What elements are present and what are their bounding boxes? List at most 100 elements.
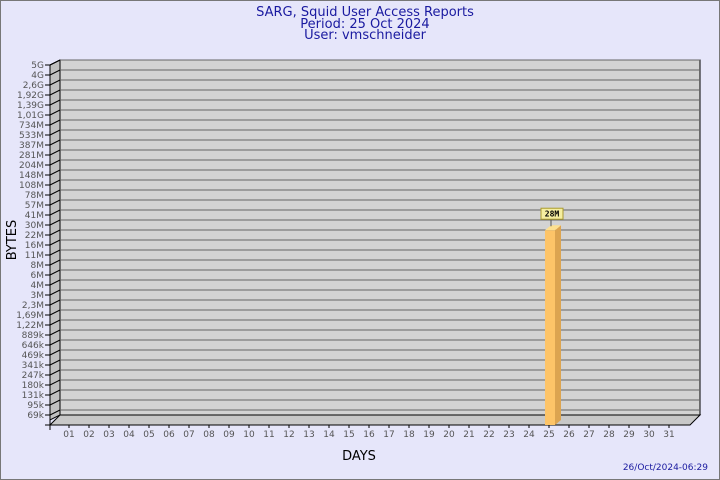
y-tick-diag xyxy=(49,79,61,86)
y-tick-diag xyxy=(49,299,61,306)
y-tick-label: 131k xyxy=(22,391,45,401)
y-tick-label: 108M xyxy=(19,181,44,191)
y-tick-label: 57M xyxy=(25,201,44,211)
x-tick-label: 14 xyxy=(323,430,335,440)
title-line-1: SARG, Squid User Access Reports xyxy=(256,5,474,20)
x-tick-label: 24 xyxy=(523,430,535,440)
y-tick-label: 2,3M xyxy=(22,301,44,311)
x-tick-label: 09 xyxy=(223,430,235,440)
x-tick-label: 11 xyxy=(263,430,274,440)
y-tick-diag xyxy=(49,99,61,106)
y-tick-diag xyxy=(49,169,61,176)
x-tick-label: 17 xyxy=(383,430,394,440)
y-tick-label: 4M xyxy=(31,281,45,291)
y-tick-label: 646k xyxy=(22,341,45,351)
x-tick-label: 28 xyxy=(603,430,615,440)
y-tick-label: 1,01G xyxy=(17,111,44,121)
y-tick-diag xyxy=(49,229,61,236)
y-tick-diag xyxy=(49,199,61,206)
y-tick-label: 1,22M xyxy=(16,321,44,331)
y-tick-diag xyxy=(49,279,61,286)
y-tick-label: 11M xyxy=(25,251,44,261)
data-label-box xyxy=(540,207,564,220)
y-tick-label: 387M xyxy=(19,141,44,151)
y-tick-label: 2,6G xyxy=(23,81,44,91)
y-tick-diag xyxy=(49,379,61,386)
x-tick-label: 03 xyxy=(103,430,114,440)
x-axis-label: DAYS xyxy=(342,449,376,464)
y-tick-label: 69k xyxy=(27,411,44,421)
y-tick-diag xyxy=(49,259,61,266)
y-tick-diag xyxy=(49,109,61,116)
back-wall xyxy=(59,59,701,416)
y-tick-label: 281M xyxy=(19,151,44,161)
footer-timestamp: 26/Oct/2024-06:29 xyxy=(623,463,708,473)
y-axis-label: BYTES xyxy=(5,220,20,261)
y-tick-diag xyxy=(49,209,61,216)
y-tick-diag xyxy=(49,119,61,126)
bar-front xyxy=(545,230,555,425)
y-tick-diag xyxy=(49,149,61,156)
y-tick-label: 3M xyxy=(31,291,45,301)
x-tick-label: 12 xyxy=(283,430,294,440)
y-tick-diag xyxy=(49,129,61,136)
x-tick-label: 08 xyxy=(203,430,215,440)
x-tick-label: 05 xyxy=(143,430,154,440)
y-tick-label: 41M xyxy=(25,211,44,221)
y-tick-diag xyxy=(49,89,61,96)
x-tick-label: 22 xyxy=(483,430,494,440)
y-tick-diag xyxy=(49,319,61,326)
y-tick-diag xyxy=(49,329,61,336)
y-tick-diag xyxy=(49,179,61,186)
y-tick-diag xyxy=(49,309,61,316)
y-tick-label: 78M xyxy=(25,191,44,201)
x-tick-label: 31 xyxy=(663,430,674,440)
x-tick-label: 26 xyxy=(563,430,575,440)
y-tick-label: 1,39G xyxy=(17,101,44,111)
y-tick-diag xyxy=(49,139,61,146)
y-tick-diag xyxy=(49,339,61,346)
bar-top xyxy=(545,225,561,231)
data-label: 28M xyxy=(545,210,560,219)
y-tick-diag xyxy=(49,409,61,416)
x-tick-label: 04 xyxy=(123,430,135,440)
y-tick-label: 30M xyxy=(25,221,44,231)
y-tick-diag xyxy=(49,239,61,246)
x-tick-label: 07 xyxy=(183,430,194,440)
bar-side xyxy=(555,225,561,425)
y-tick-label: 1,69M xyxy=(16,311,44,321)
x-tick-label: 23 xyxy=(503,430,514,440)
y-tick-label: 204M xyxy=(19,161,44,171)
y-tick-label: 5G xyxy=(31,61,44,71)
x-tick-label: 01 xyxy=(63,430,74,440)
x-tick-label: 21 xyxy=(463,430,474,440)
y-tick-label: 533M xyxy=(19,131,44,141)
y-tick-diag xyxy=(49,349,61,356)
y-tick-label: 6M xyxy=(31,271,45,281)
x-tick-label: 27 xyxy=(583,430,594,440)
x-tick-label: 15 xyxy=(343,430,354,440)
x-tick-label: 30 xyxy=(643,430,655,440)
x-tick-label: 29 xyxy=(623,430,635,440)
y-tick-diag xyxy=(49,219,61,226)
title-line-3: User: vmschneider xyxy=(304,28,427,43)
x-tick-label: 16 xyxy=(363,430,375,440)
y-tick-diag xyxy=(49,189,61,196)
y-tick-label: 889k xyxy=(22,331,45,341)
y-tick-diag xyxy=(49,159,61,166)
y-tick-diag xyxy=(49,369,61,376)
floor xyxy=(48,414,702,426)
x-tick-label: 10 xyxy=(243,430,255,440)
x-tick-label: 25 xyxy=(543,430,554,440)
x-tick-label: 20 xyxy=(443,430,455,440)
y-tick-label: 8M xyxy=(31,261,45,271)
y-tick-label: 4G xyxy=(31,71,44,81)
y-tick-label: 95k xyxy=(27,401,44,411)
y-tick-label: 341k xyxy=(22,361,45,371)
y-tick-label: 734M xyxy=(19,121,44,131)
y-tick-diag xyxy=(49,249,61,256)
title-line-2: Period: 25 Oct 2024 xyxy=(300,17,429,32)
y-tick-label: 16M xyxy=(25,241,44,251)
y-tick-label: 469k xyxy=(22,351,45,361)
